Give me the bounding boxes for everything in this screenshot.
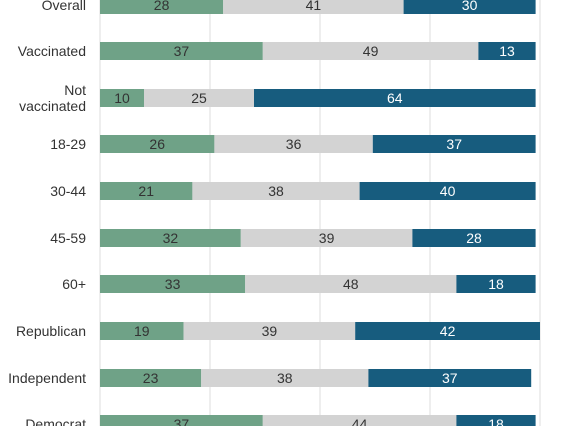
- category-label-line: Independent: [8, 370, 86, 386]
- bar-segment: [100, 415, 263, 426]
- bar-segment: [359, 182, 536, 200]
- category-label-line: 30-44: [50, 183, 86, 199]
- value-label: 49: [363, 43, 379, 59]
- bar-segment: [355, 322, 540, 340]
- category-label: Overall: [42, 0, 86, 13]
- value-label: 25: [191, 90, 207, 106]
- category-label-line: Democrat: [25, 416, 86, 426]
- value-label: 37: [446, 136, 462, 152]
- bar-segment: [254, 89, 536, 107]
- value-label: 37: [174, 43, 190, 59]
- bar-segment: [456, 415, 536, 426]
- value-label: 48: [343, 276, 359, 292]
- category-label: Democrat: [25, 416, 86, 426]
- bar-segment: [214, 135, 373, 153]
- bar-segment: [100, 0, 224, 14]
- bar-segment: [100, 369, 202, 387]
- value-label: 10: [114, 90, 130, 106]
- bar-segment: [192, 182, 360, 200]
- bar-segment: [456, 275, 536, 293]
- value-label: 38: [277, 370, 293, 386]
- category-label: 60+: [62, 276, 86, 292]
- bar-segment: [245, 275, 457, 293]
- value-label: 44: [352, 416, 368, 426]
- bars: 28 41 30 37 49 13 10 25 64 26 36 37 21 38 40 32 39 28 33 48…: [100, 0, 540, 426]
- value-label: 19: [134, 323, 150, 339]
- value-label: 18: [488, 276, 504, 292]
- bar-segment: [262, 42, 479, 60]
- category-label-line: Not: [64, 82, 86, 98]
- value-label: 42: [440, 323, 456, 339]
- value-label: 40: [440, 183, 456, 199]
- value-label: 23: [143, 370, 159, 386]
- category-label: Vaccinated: [18, 43, 86, 59]
- bar-segment: [100, 229, 241, 247]
- value-label: 64: [387, 90, 403, 106]
- bar-segment: [412, 229, 536, 247]
- value-label: 21: [138, 183, 154, 199]
- bar-segment: [372, 135, 536, 153]
- bar-segment: [100, 42, 263, 60]
- value-label: 39: [262, 323, 278, 339]
- bar-segment: [100, 322, 184, 340]
- category-label-line: Republican: [16, 323, 86, 339]
- bar-segment: [183, 322, 356, 340]
- bar-segment: [223, 0, 404, 14]
- bar-segment: [201, 369, 369, 387]
- value-label: 38: [268, 183, 284, 199]
- value-label: 28: [154, 0, 170, 13]
- bar-segment: [100, 135, 215, 153]
- value-label: 30: [462, 0, 478, 13]
- value-label: 32: [163, 230, 179, 246]
- category-label-line: Vaccinated: [18, 43, 86, 59]
- category-label-line: 60+: [62, 276, 86, 292]
- bar-segment: [403, 0, 536, 14]
- bar-segment: [478, 42, 536, 60]
- value-label: 37: [174, 416, 190, 426]
- category-label-line: 45-59: [50, 230, 86, 246]
- bar-segment: [262, 415, 457, 426]
- bar-segment: [240, 229, 413, 247]
- value-label: 26: [149, 136, 165, 152]
- value-label: 33: [165, 276, 181, 292]
- value-label: 37: [442, 370, 458, 386]
- value-label: 36: [286, 136, 302, 152]
- category-label: 30-44: [50, 183, 86, 199]
- value-label: 39: [319, 230, 335, 246]
- bar-segment: [100, 89, 144, 107]
- bar-segment: [144, 89, 254, 107]
- category-label-line: vaccinated: [19, 98, 86, 114]
- category-label: Republican: [16, 323, 86, 339]
- category-label: 18-29: [50, 136, 86, 152]
- category-labels: Overall Vaccinated Not vaccinated 18-29 30-44…: [8, 0, 86, 426]
- category-label: Not vaccinated: [19, 82, 86, 114]
- category-label: Independent: [8, 370, 86, 386]
- bar-segment: [100, 275, 246, 293]
- bar-segment: [100, 182, 193, 200]
- category-label-line: Overall: [42, 0, 86, 13]
- grid-lines: [99, 0, 541, 426]
- value-label: 13: [499, 43, 515, 59]
- category-label-line: 18-29: [50, 136, 86, 152]
- value-label: 28: [466, 230, 482, 246]
- bar-segment: [368, 369, 532, 387]
- value-label: 18: [488, 416, 504, 426]
- value-label: 41: [306, 0, 322, 13]
- category-label: 45-59: [50, 230, 86, 246]
